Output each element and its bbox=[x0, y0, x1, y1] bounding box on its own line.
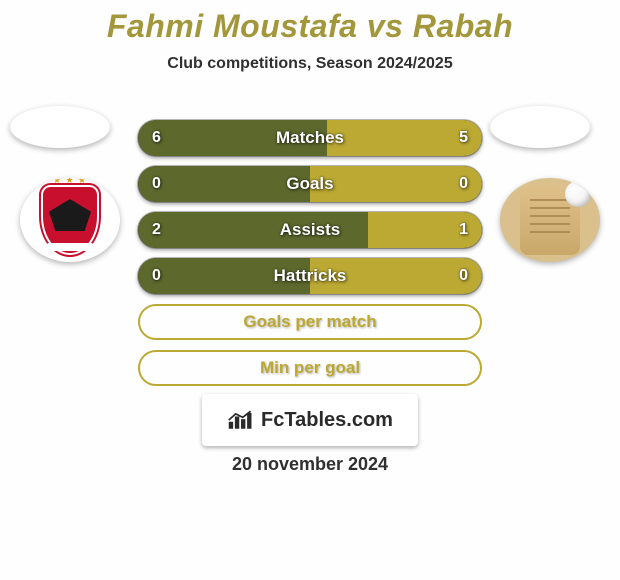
stat-bar: 0 Goals 0 bbox=[138, 166, 482, 202]
player-photo-left bbox=[10, 106, 110, 148]
tablet-icon bbox=[513, 185, 587, 255]
stat-value-right: 5 bbox=[459, 129, 468, 147]
date-label: 20 november 2024 bbox=[0, 454, 620, 475]
stat-value-right: 0 bbox=[459, 175, 468, 193]
stat-label: Goals per match bbox=[243, 312, 376, 332]
stats-container: 6 Matches 5 0 Goals 0 2 Assists 1 0 Hattricks 0 Goal… bbox=[138, 120, 482, 396]
bars-chart-icon bbox=[227, 408, 255, 432]
club-crest-left: ★ ★ ★ bbox=[20, 178, 120, 262]
stat-label: Goals bbox=[286, 174, 333, 194]
stat-bar-empty: Min per goal bbox=[138, 350, 482, 386]
stat-label: Min per goal bbox=[260, 358, 360, 378]
comparison-card: Fahmi Moustafa vs Rabah Club competition… bbox=[0, 0, 620, 580]
watermark: FcTables.com bbox=[202, 394, 418, 446]
stat-value-left: 0 bbox=[152, 267, 161, 285]
stat-bar: 0 Hattricks 0 bbox=[138, 258, 482, 294]
stat-label: Matches bbox=[276, 128, 344, 148]
watermark-text: FcTables.com bbox=[261, 409, 393, 432]
subtitle: Club competitions, Season 2024/2025 bbox=[0, 55, 620, 73]
stat-value-right: 1 bbox=[459, 221, 468, 239]
shield-icon: ★ ★ ★ bbox=[41, 185, 99, 255]
stat-label: Assists bbox=[280, 220, 340, 240]
stat-value-left: 6 bbox=[152, 129, 161, 147]
club-crest-right bbox=[500, 178, 600, 262]
player-photo-right bbox=[490, 106, 590, 148]
stat-bar: 6 Matches 5 bbox=[138, 120, 482, 156]
stat-value-left: 0 bbox=[152, 175, 161, 193]
page-title: Fahmi Moustafa vs Rabah bbox=[0, 0, 620, 45]
stat-bar-empty: Goals per match bbox=[138, 304, 482, 340]
stat-value-left: 2 bbox=[152, 221, 161, 239]
stat-label: Hattricks bbox=[274, 266, 347, 286]
stat-value-right: 0 bbox=[459, 267, 468, 285]
stat-bar: 2 Assists 1 bbox=[138, 212, 482, 248]
